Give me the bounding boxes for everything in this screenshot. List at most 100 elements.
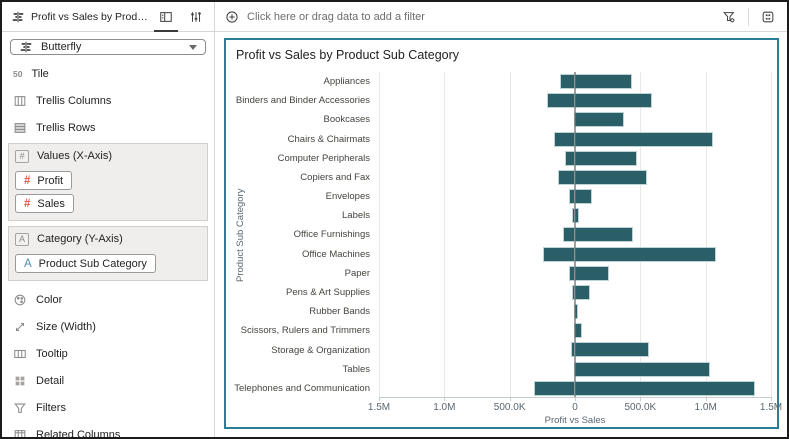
bar-row-office-furnishings (379, 225, 771, 244)
filter-icon (13, 401, 27, 415)
trellis-columns-icon (13, 94, 27, 108)
sales-bar[interactable] (575, 132, 712, 146)
sidebar-item-label: Trellis Rows (36, 121, 96, 134)
sidebar-item-label: Related Columns (36, 428, 121, 439)
field-pill-profit[interactable]: # Profit (15, 171, 73, 190)
bar-row-office-machines (379, 245, 771, 264)
x-axis-title: Profit vs Sales (544, 415, 606, 426)
sidebar-item-label: Filters (36, 401, 66, 414)
size-icon (13, 320, 27, 334)
sidebar-item-detail[interactable]: Detail (2, 367, 214, 394)
gridline (705, 72, 707, 397)
bar-row-paper (379, 264, 771, 283)
sidebar-item-tile[interactable]: 50 Tile (2, 60, 214, 87)
field-pill-sales[interactable]: # Sales (15, 194, 74, 213)
drop-target-category-y-axis[interactable]: A Category (Y-Axis) A Product Sub Category (8, 226, 208, 281)
trellis-rows-icon (13, 121, 27, 135)
x-tick-label: 1.5M (759, 402, 783, 413)
sales-bar[interactable] (575, 151, 636, 165)
category-label: Paper (344, 267, 370, 279)
sales-bar[interactable] (575, 170, 647, 184)
chart-type-label: Butterfly (41, 41, 82, 53)
grammar-items-top: 50 Tile Trellis Columns Trellis Rows (2, 60, 214, 141)
butterfly-chart-icon (11, 10, 25, 24)
sales-bar[interactable] (575, 343, 649, 357)
filter-bar-placeholder[interactable]: Click here or drag data to add a filter (247, 10, 425, 23)
sales-bar[interactable] (575, 266, 609, 280)
profit-bar[interactable] (547, 94, 575, 108)
grammar-items-bottom: Color Size (Width) Tooltip Detail Filters Rel… (2, 286, 214, 439)
sales-bar[interactable] (575, 113, 624, 127)
text-box-icon: A (15, 232, 29, 246)
sales-bar[interactable] (575, 324, 581, 338)
x-tick-label: 1.0M (433, 402, 456, 413)
separator (748, 7, 749, 26)
gridline (509, 72, 511, 397)
profit-bar[interactable] (564, 228, 575, 242)
category-label: Binders and Binder Accessories (235, 95, 370, 107)
profit-bar[interactable] (572, 343, 575, 357)
grammar-drop-sections: # Values (X-Axis) # Profit # Sales A Category (… (2, 141, 214, 286)
bar-row-chairs-chairmats (379, 130, 771, 149)
sales-bar[interactable] (575, 209, 579, 223)
grammar-panel-tab[interactable] (154, 2, 178, 32)
text-attribute-icon: A (24, 257, 32, 270)
sales-bar[interactable] (575, 285, 589, 299)
sales-bar[interactable] (575, 305, 578, 319)
sales-bar[interactable] (575, 75, 632, 88)
sales-bar[interactable] (575, 94, 652, 108)
sidebar-item-trellis-rows[interactable]: Trellis Rows (2, 114, 214, 141)
profit-bar[interactable] (569, 190, 575, 204)
plot-area (379, 72, 772, 401)
category-label: Appliances (323, 76, 370, 88)
sales-bar[interactable] (575, 381, 754, 395)
filter-bar[interactable]: Click here or drag data to add a filter (215, 2, 787, 32)
field-pill-label: Product Sub Category (38, 257, 147, 270)
profit-bar[interactable] (544, 247, 575, 261)
sidebar-item-label: Tooltip (36, 347, 68, 360)
drop-target-label: Category (Y-Axis) (37, 233, 123, 245)
profit-bar[interactable] (570, 266, 575, 280)
x-tick-label: 500.0K (624, 402, 657, 413)
sales-bar[interactable] (575, 190, 592, 204)
bar-row-binders-and-binder-accessories (379, 91, 771, 110)
x-tick-label: 1.0M (694, 402, 717, 413)
field-pill-product-sub-category[interactable]: A Product Sub Category (15, 254, 156, 273)
sidebar-header: Profit vs Sales by Product Sub... (2, 2, 214, 32)
sidebar-item-color[interactable]: Color (2, 286, 214, 313)
properties-icon (189, 10, 203, 24)
bar-row-envelopes (379, 187, 771, 206)
tick-mark (379, 397, 380, 401)
color-icon (13, 293, 27, 307)
profit-bar[interactable] (565, 151, 575, 165)
sales-bar[interactable] (575, 228, 633, 242)
category-label: Tables (342, 363, 370, 375)
visualization-panel[interactable]: Profit vs Sales by Product Sub Category … (224, 38, 783, 429)
category-label: Envelopes (325, 191, 370, 203)
sidebar-item-size-width[interactable]: Size (Width) (2, 313, 214, 340)
canvas-properties-icon[interactable] (761, 10, 775, 24)
tick-mark (575, 397, 576, 401)
sidebar-item-related-columns[interactable]: Related Columns (2, 421, 214, 439)
visualization-title: Profit vs Sales by Product Sub... (31, 10, 148, 23)
chart-type-dropdown[interactable]: Butterfly (10, 39, 206, 55)
sales-bar[interactable] (575, 362, 709, 376)
sidebar-item-filters[interactable]: Filters (2, 394, 214, 421)
sales-bar[interactable] (575, 247, 716, 261)
sidebar-item-trellis-columns[interactable]: Trellis Columns (2, 87, 214, 114)
filter-options-icon[interactable] (722, 10, 736, 24)
chart-title: Profit vs Sales by Product Sub Category (236, 48, 460, 62)
profit-bar[interactable] (560, 75, 575, 88)
drop-target-values-x-axis[interactable]: # Values (X-Axis) # Profit # Sales (8, 143, 208, 221)
profit-bar[interactable] (554, 132, 575, 146)
bar-row-appliances (379, 72, 771, 91)
grammar-panel-icon (159, 10, 173, 24)
profit-bar[interactable] (558, 170, 575, 184)
grammar-sidebar: Profit vs Sales by Product Sub... Butter… (2, 2, 215, 437)
add-filter-icon[interactable] (225, 10, 239, 24)
profit-bar[interactable] (535, 381, 575, 395)
properties-tab[interactable] (184, 2, 208, 32)
category-label: Chairs & Chairmats (287, 133, 370, 145)
related-columns-icon (13, 428, 27, 437)
sidebar-item-tooltip[interactable]: Tooltip (2, 340, 214, 367)
